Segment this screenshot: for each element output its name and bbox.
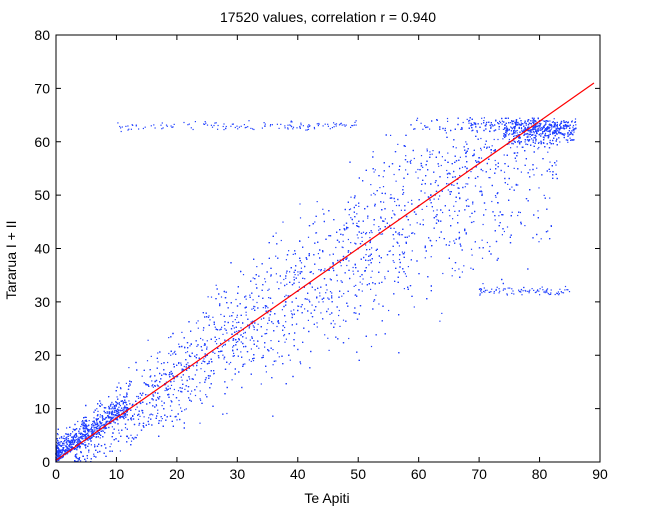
data-point (176, 375, 178, 378)
data-point (466, 167, 468, 170)
data-point (284, 301, 287, 303)
x-tick-label: 10 (109, 466, 125, 482)
y-tick-label: 20 (34, 347, 50, 363)
regression-line (55, 82, 595, 461)
x-tick-label: 60 (411, 466, 427, 482)
data-point (248, 325, 251, 327)
data-point (550, 124, 553, 127)
x-tick-label: 70 (471, 466, 487, 482)
data-point (127, 407, 130, 410)
y-tick-label: 40 (34, 241, 50, 257)
x-tick-label: 50 (350, 466, 366, 482)
data-point (85, 437, 87, 439)
chart-title: 17520 values, correlation r = 0.940 (220, 9, 436, 25)
data-point (97, 431, 100, 434)
data-point (575, 127, 577, 130)
y-axis: 0 10 20 30 40 50 60 70 80 (34, 27, 600, 470)
data-point (115, 418, 118, 421)
y-tick-label: 80 (34, 27, 50, 43)
data-point (526, 132, 529, 135)
x-tick-label: 30 (230, 466, 246, 482)
x-tick-label: 90 (592, 466, 608, 482)
data-point (478, 157, 480, 159)
fit-line-layer (55, 82, 595, 461)
y-tick-label: 60 (34, 134, 50, 150)
x-tick-label: 0 (52, 466, 60, 482)
y-tick-label: 30 (34, 294, 50, 310)
data-point (224, 343, 226, 346)
data-point (430, 194, 432, 196)
data-point (73, 447, 75, 450)
data-point (345, 258, 347, 260)
y-axis-label: Tararua I + II (3, 221, 19, 300)
data-point (405, 215, 408, 218)
data-point (309, 282, 311, 284)
x-tick-label: 40 (290, 466, 306, 482)
data-point (139, 402, 142, 405)
y-tick-label: 0 (42, 454, 50, 470)
data-point (206, 354, 208, 356)
data-point (188, 365, 190, 367)
x-axis: 0 10 20 30 40 50 60 70 80 90 (52, 35, 608, 482)
data-point (490, 149, 492, 151)
y-tick-label: 10 (34, 401, 50, 417)
x-tick-label: 80 (532, 466, 548, 482)
data-point (562, 124, 565, 127)
y-tick-label: 70 (34, 80, 50, 96)
x-axis-label: Te Apiti (304, 490, 349, 506)
data-point (538, 124, 541, 127)
y-tick-label: 50 (34, 187, 50, 203)
x-tick-label: 20 (169, 466, 185, 482)
data-point (103, 423, 106, 426)
